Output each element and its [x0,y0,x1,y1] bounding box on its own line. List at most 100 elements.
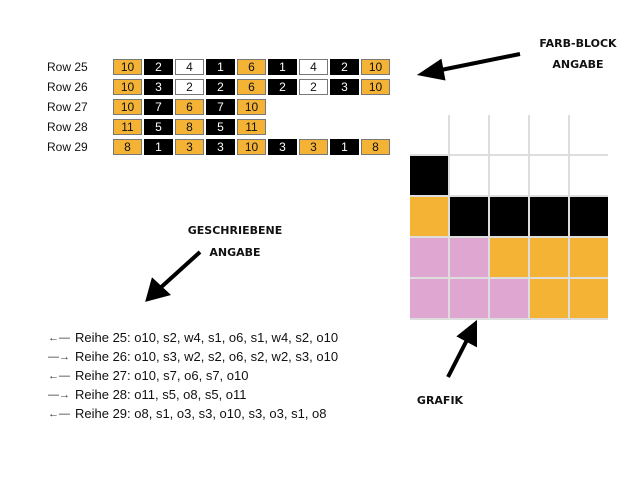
grid-cell [410,197,448,236]
color-block: 10 [237,99,266,115]
color-block: 2 [206,79,235,95]
written-row: ←— Reihe 29: o8, s1, o3, s3, o10, s3, o3,… [48,404,338,423]
grid-cell [530,197,568,236]
color-block: 8 [361,139,390,155]
written-row: ←— Reihe 27: o10, s7, o6, s7, o10 [48,366,338,385]
grid-cell [490,115,528,154]
color-block: 11 [113,119,142,135]
color-block: 10 [113,99,142,115]
arrow-right-icon: —→ [48,350,70,363]
color-block: 1 [268,59,297,75]
grid-cell [570,238,608,277]
arrow-right-icon: —→ [48,388,70,401]
grid-cell [410,156,448,195]
geschriebene-text: GESCHRIEBENE [187,224,283,237]
grid-cell [570,156,608,195]
written-row-text: Reihe 26: o10, s3, w2, s2, o6, s2, w2, s… [75,349,339,364]
color-block: 3 [268,139,297,155]
color-block: 3 [144,79,173,95]
grafik-label: GRAFIK [416,394,464,407]
arrow-left-icon: ←— [48,407,70,420]
grid-cell [450,238,488,277]
written-row-text: Reihe 29: o8, s1, o3, s3, o10, s3, o3, s… [75,406,327,421]
color-block: 1 [206,59,235,75]
farb-block-label: FARB-BLOCK ANGABE [528,33,628,75]
written-row-text: Reihe 25: o10, s2, w4, s1, o6, s1, w4, s… [75,330,339,345]
block-row: Row 26 10 3 2 2 6 2 2 3 10 [47,79,392,95]
grid-cell [450,156,488,195]
block-row: Row 25 10 2 4 1 6 1 4 2 10 [47,59,392,75]
grafik-grid [410,115,608,320]
angabe-text: ANGABE [552,58,604,71]
color-block: 10 [113,79,142,95]
color-block: 6 [237,79,266,95]
written-row-text: Reihe 28: o11, s5, o8, s5, o11 [75,387,247,402]
color-block: 3 [206,139,235,155]
arrow-head-icon [145,277,172,302]
grid-cell [450,115,488,154]
farb-block-text: FARB-BLOCK [539,37,617,50]
written-row-text: Reihe 27: o10, s7, o6, s7, o10 [75,368,249,383]
color-block: 2 [268,79,297,95]
geschriebene-label: GESCHRIEBENE ANGABE [180,220,290,264]
color-block: 10 [361,59,390,75]
row-label: Row 29 [47,140,88,154]
grid-cell [570,197,608,236]
grid-cell [410,279,448,318]
color-block: 11 [237,119,266,135]
color-block: 3 [299,139,328,155]
color-block: 3 [330,79,359,95]
block-row: Row 29 8 1 3 3 10 3 3 1 8 [47,139,392,155]
color-block: 6 [237,59,266,75]
written-row: —→ Reihe 28: o11, s5, o8, s5, o11 [48,385,338,404]
color-block: 7 [144,99,173,115]
grid-cell [450,197,488,236]
color-block: 4 [175,59,204,75]
block-row: Row 28 11 5 8 5 11 [47,119,268,135]
written-instructions: ←— Reihe 25: o10, s2, w4, s1, o6, s1, w4,… [48,328,338,423]
color-block: 2 [299,79,328,95]
row-label: Row 25 [47,60,88,74]
color-block: 8 [113,139,142,155]
color-block: 3 [175,139,204,155]
color-block: 7 [206,99,235,115]
row-label: Row 27 [47,100,88,114]
row-label: Row 26 [47,80,88,94]
angabe-text: ANGABE [209,246,261,259]
arrow-head-icon [416,58,446,81]
arrow-to-blocks-icon [435,52,521,73]
arrow-to-written-icon [156,250,202,292]
grid-cell [530,156,568,195]
color-block: 2 [144,59,173,75]
color-block: 10 [361,79,390,95]
color-block: 1 [330,139,359,155]
grid-cell [450,279,488,318]
grid-cell [490,238,528,277]
grid-cell [530,238,568,277]
grid-cell [570,115,608,154]
block-row: Row 27 10 7 6 7 10 [47,99,268,115]
color-block: 10 [237,139,266,155]
color-block: 4 [299,59,328,75]
grid-cell [530,279,568,318]
arrow-left-icon: ←— [48,331,70,344]
arrow-left-icon: ←— [48,369,70,382]
color-block: 5 [206,119,235,135]
written-row: ←— Reihe 25: o10, s2, w4, s1, o6, s1, w4,… [48,328,338,347]
color-block: 5 [144,119,173,135]
row-label: Row 28 [47,120,88,134]
grid-cell [530,115,568,154]
grid-cell [570,279,608,318]
color-block: 1 [144,139,173,155]
arrow-to-grafik-icon [446,337,470,378]
color-block: 2 [175,79,204,95]
color-block: 2 [330,59,359,75]
grid-cell [410,238,448,277]
grid-cell [490,279,528,318]
grid-cell [490,156,528,195]
grid-cell [410,115,448,154]
arrow-head-icon [456,319,477,348]
grid-cell [490,197,528,236]
